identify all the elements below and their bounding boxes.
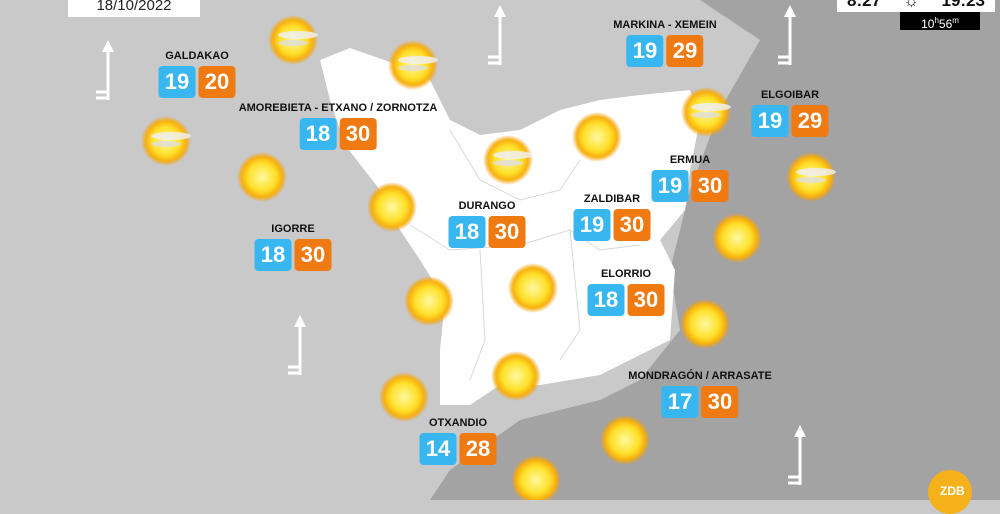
max-temp-badge: 30 [691,170,729,202]
wind-arrow-icon [288,315,306,375]
min-temp-badge: 18 [448,216,486,248]
sun-icon [367,182,417,232]
city-forecast: ELORRIO 18 30 [587,268,665,316]
sun-icon [491,351,541,401]
city-forecast: MONDRAGÓN / ARRASATE 17 30 [628,370,772,418]
wind-arrow-icon [488,5,506,65]
city-name: GALDAKAO [165,50,229,62]
zdb-logo: ZDB [928,470,972,514]
city-name: ERMUA [669,154,711,166]
city-forecast: MARKINA - XEMEIN 19 29 [613,19,717,67]
min-temp-badge: 19 [573,209,611,241]
city-name: MARKINA - XEMEIN [613,19,717,31]
max-temp-badge: 30 [701,386,739,418]
max-temp-badge: 20 [198,66,236,98]
dark-region-east [560,0,1000,500]
hours-unit: h [934,16,939,25]
sun-icon [712,213,762,263]
city-forecast: GALDAKAO 19 20 [158,50,236,98]
max-temp-badge: 30 [294,239,332,271]
sun-icon [680,299,730,349]
city-forecast: ZALDIBAR 19 30 [573,193,651,241]
wind-arrow-icon [788,425,806,485]
min-temp-badge: 19 [158,66,196,98]
sun-cloud-icon [141,116,191,166]
sun-icon [508,263,558,313]
sun-icon [237,152,287,202]
city-forecast: OTXANDIO 14 28 [419,417,497,465]
city-forecast: DURANGO 18 30 [448,200,526,248]
sun-icon [600,415,650,465]
sun-cloud-icon [268,15,318,65]
max-temp-badge: 30 [613,209,651,241]
city-name: ZALDIBAR [583,193,641,205]
day-minutes: 56 [938,17,953,31]
min-temp-badge: 14 [419,433,457,465]
max-temp-badge: 30 [488,216,526,248]
min-temp-badge: 19 [626,35,664,67]
logo-text: ZDB [940,484,965,498]
wind-arrow-icon [778,5,796,65]
city-name: ELGOIBAR [760,89,820,101]
sun-icon [404,276,454,326]
sunrise-time: 8:27 [847,0,882,10]
min-temp-badge: 18 [587,284,625,316]
sun-icon [379,372,429,422]
max-temp-badge: 30 [339,118,377,150]
sun-times: 8:27 ☼ 19:23 [837,0,995,12]
min-temp-badge: 19 [751,105,789,137]
max-temp-badge: 29 [791,105,829,137]
max-temp-badge: 30 [627,284,665,316]
min-temp-badge: 18 [254,239,292,271]
city-forecast: IGORRE 18 30 [254,223,332,271]
map-background [96,0,1000,500]
day-length: 10h56m [900,12,980,31]
sun-cloud-icon [483,135,533,185]
max-temp-badge: 28 [459,433,497,465]
min-temp-badge: 17 [661,386,699,418]
city-name: DURANGO [458,200,516,212]
sun-cloud-icon [681,87,731,137]
sun-cloud-icon [786,152,836,202]
city-forecast: AMOREBIETA - ETXANO / ZORNOTZA 18 30 [238,102,438,150]
city-name: MONDRAGÓN / ARRASATE [628,370,772,382]
minutes-unit: m [952,16,959,25]
city-name: OTXANDIO [428,417,488,429]
wind-arrow-icon [96,40,114,100]
min-temp-badge: 19 [651,170,689,202]
city-forecast: ERMUA 19 30 [651,154,729,202]
max-temp-badge: 29 [666,35,704,67]
sun-outline-icon: ☼ [903,0,920,10]
sunset-time: 19:23 [941,0,985,10]
sun-icon [511,455,561,500]
min-temp-badge: 18 [299,118,337,150]
city-name: ELORRIO [600,268,652,280]
city-name: IGORRE [271,223,315,235]
dark-region-south [430,380,640,500]
day-hours: 10 [921,17,935,31]
sun-icon [572,112,622,162]
city-forecast: ELGOIBAR 19 29 [751,89,829,137]
sun-cloud-icon [388,40,438,90]
city-name: AMOREBIETA - ETXANO / ZORNOTZA [238,102,438,114]
date-label: 18/10/2022 [68,0,200,17]
